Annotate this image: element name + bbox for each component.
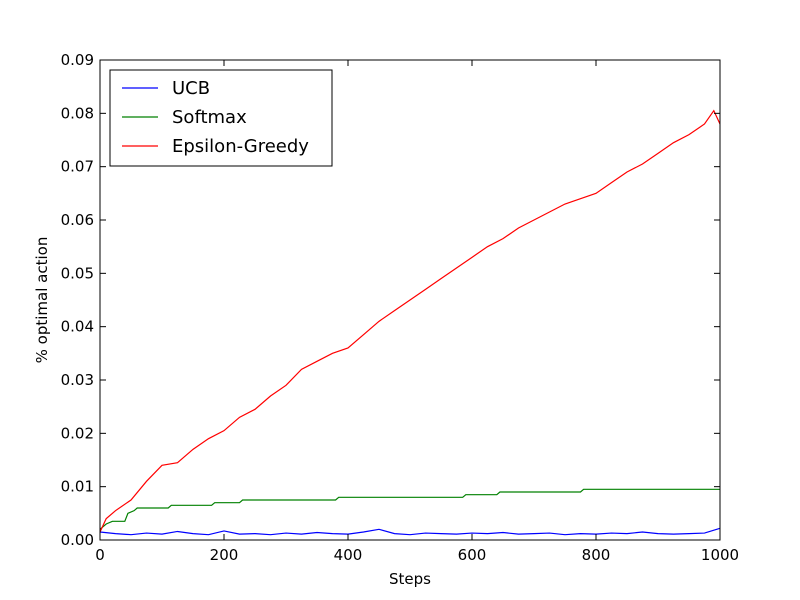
legend-items: UCB Softmax Epsilon-Greedy <box>122 78 309 157</box>
x-tick-label: 200 <box>210 546 239 564</box>
legend: UCB Softmax Epsilon-Greedy <box>109 69 333 167</box>
y-tick-label: 0.05 <box>61 264 94 282</box>
plot-frame <box>99 59 721 541</box>
y-axis-label: % optimal action <box>33 237 51 364</box>
y-tick-label: 0.08 <box>61 104 94 122</box>
series-layer <box>99 109 721 536</box>
ticks-layer: 0 200 400 600 800 1000 0.00 0.01 0.02 0.03 0.04 0.0… <box>61 51 740 564</box>
legend-label-0: UCB <box>172 78 210 99</box>
y-tick-label: 0.06 <box>61 211 94 229</box>
y-tick-label: 0.01 <box>61 478 94 496</box>
y-tick-label: 0.04 <box>61 318 94 336</box>
x-axis-label: Steps <box>389 570 431 588</box>
legend-label-1: Softmax <box>172 107 247 128</box>
legend-label-2: Epsilon-Greedy <box>172 136 309 157</box>
series-line-2 <box>99 109 721 533</box>
x-tick-label: 800 <box>582 546 611 564</box>
x-tick-label: 600 <box>458 546 487 564</box>
x-tick-label: 400 <box>334 546 363 564</box>
x-tick-label: 1000 <box>701 546 739 564</box>
y-tick-label: 0.09 <box>61 51 94 69</box>
series-line-1 <box>99 488 720 530</box>
legend-box <box>109 69 333 167</box>
y-tick-label: 0.03 <box>61 371 94 389</box>
y-tick-label: 0.00 <box>61 531 94 549</box>
y-tick-label: 0.07 <box>61 158 94 176</box>
y-tick-label: 0.02 <box>61 424 94 442</box>
x-tick-label: 0 <box>95 546 105 564</box>
series-line-0 <box>99 527 721 536</box>
